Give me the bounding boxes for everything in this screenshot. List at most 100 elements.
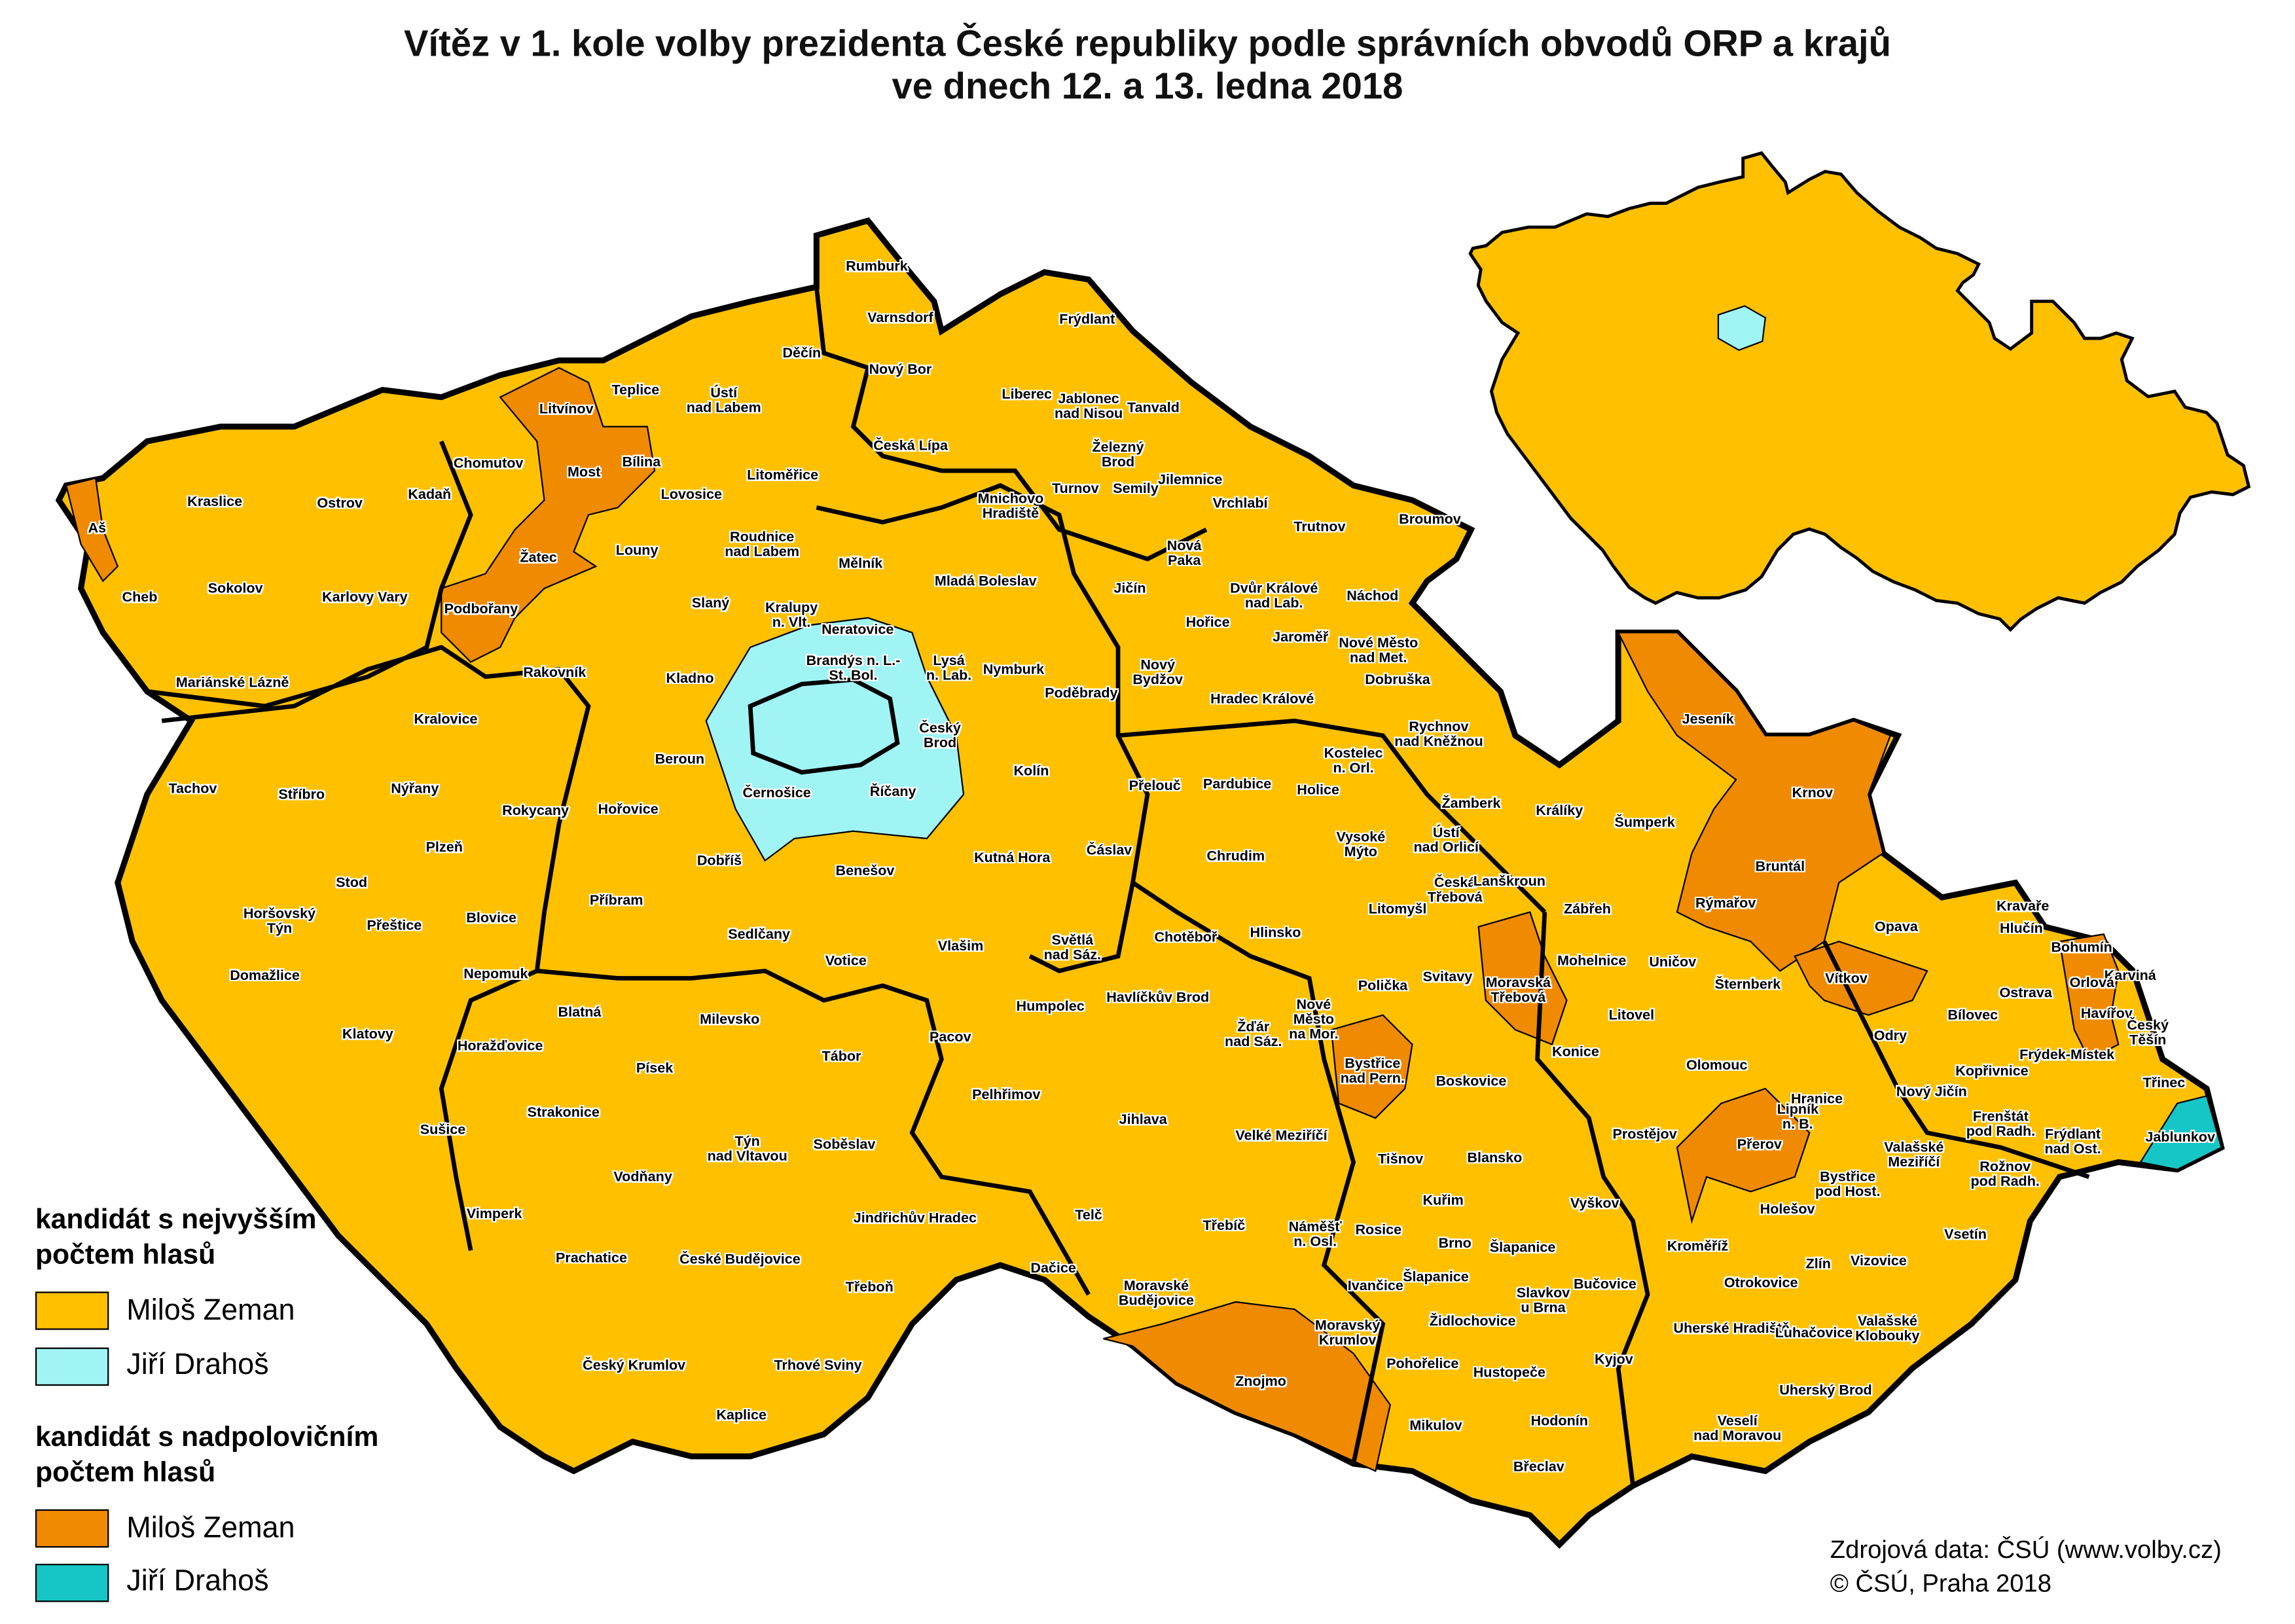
district-label: Vsetín xyxy=(1944,1227,1987,1244)
district-label: Louny xyxy=(615,543,659,560)
district-label: Stod xyxy=(336,875,368,892)
district-label: Uherské Hradiště xyxy=(1673,1321,1790,1337)
district-label: Nýřany xyxy=(391,781,439,798)
district-label: Bohumín xyxy=(2051,940,2112,956)
inset-map xyxy=(1470,153,2249,630)
legend-swatch-zeman-majority xyxy=(35,1509,109,1548)
district-label: Česká Třebová xyxy=(1427,875,1483,907)
district-label: Kladno xyxy=(666,670,714,687)
district-label: Karlovy Vary xyxy=(322,590,408,606)
district-label: Vizovice xyxy=(1850,1253,1907,1270)
district-label: Horšovský Týn xyxy=(243,906,316,937)
district-label: Votice xyxy=(825,953,867,970)
district-label: Vysoké Mýto xyxy=(1336,829,1386,861)
district-label: Hradec Králové xyxy=(1210,691,1314,708)
district-label: Horažďovice xyxy=(457,1038,543,1055)
district-label: Žďár nad Sáz. xyxy=(1225,1019,1282,1051)
district-label: Prostějov xyxy=(1612,1127,1677,1144)
district-label: Podbořany xyxy=(444,602,518,618)
district-label: Vrchlabí xyxy=(1212,496,1268,513)
district-label: Sokolov xyxy=(208,581,263,598)
district-label: Bystřice nad Pern. xyxy=(1340,1056,1405,1087)
district-label: Vimperk xyxy=(466,1206,522,1223)
district-label: Klatovy xyxy=(342,1026,393,1043)
legend-label-drahos-majority: Jiří Drahoš xyxy=(126,1565,269,1598)
district-label: Sedlčany xyxy=(728,926,791,943)
district-label: Ivančice xyxy=(1347,1278,1403,1295)
district-label: Hodonín xyxy=(1530,1413,1588,1430)
district-label: Jindřichův Hradec xyxy=(853,1210,977,1227)
district-label: Česká Lípa xyxy=(873,438,949,455)
district-label: Dobříš xyxy=(696,853,742,870)
district-label: Kutná Hora xyxy=(974,850,1051,867)
district-label: Vítkov xyxy=(1825,971,1868,988)
district-label: Nový Bydžov xyxy=(1132,657,1184,689)
district-most-region-zeman-majority xyxy=(441,367,656,663)
district-label: Hořice xyxy=(1185,615,1230,632)
district-label: Poděbrady xyxy=(1045,685,1118,702)
district-label: Roudnice nad Labem xyxy=(725,530,800,561)
district-label: Litvínov xyxy=(539,401,594,418)
district-label: Pardubice xyxy=(1202,776,1272,793)
district-label: Mikulov xyxy=(1409,1418,1462,1435)
district-label: Rumburk xyxy=(846,259,908,276)
district-label: Teplice xyxy=(611,382,660,399)
district-label: Lipník n. B. xyxy=(1777,1102,1819,1133)
district-label: Veselí nad Moravou xyxy=(1693,1413,1782,1445)
district-label: Přerov xyxy=(1737,1137,1782,1153)
district-label: Černošice xyxy=(742,785,811,802)
district-label: Tanvald xyxy=(1127,400,1180,417)
district-label: Třeboň xyxy=(845,1280,894,1296)
district-label: Znojmo xyxy=(1235,1374,1286,1390)
district-label: Trhové Sviny xyxy=(774,1358,862,1375)
district-label: Opava xyxy=(1874,919,1918,936)
district-label: Frýdek-Místek xyxy=(2019,1047,2115,1064)
district-label: Otrokovice xyxy=(1724,1275,1798,1292)
district-label: Soběslav xyxy=(813,1137,876,1153)
district-label: Český Těšín xyxy=(2127,1018,2169,1049)
district-label: Brno xyxy=(1438,1235,1472,1252)
district-label: Děčín xyxy=(782,346,822,362)
district-label: Ústí nad Orlicí xyxy=(1413,825,1479,856)
district-label: Jaroměř xyxy=(1273,629,1329,646)
district-karvina-region-zeman-majority xyxy=(2059,933,2120,1060)
district-label: Velké Meziříčí xyxy=(1235,1128,1328,1145)
district-label: Litoměřice xyxy=(747,467,819,484)
district-label: Tachov xyxy=(168,781,217,798)
district-label: Týn nad Vltavou xyxy=(707,1134,787,1165)
district-label: Šumperk xyxy=(1614,815,1675,831)
district-label: Pohořelice xyxy=(1386,1356,1459,1373)
district-label: Příbram xyxy=(589,893,643,909)
district-label: Kostelec n. Orl. xyxy=(1324,746,1383,777)
district-label: Slaný xyxy=(691,596,730,612)
district-label: Kralupy n. Vlt. xyxy=(765,600,818,632)
legend-swatch-drahos-majority xyxy=(35,1563,109,1602)
district-label: Broumov xyxy=(1399,512,1461,528)
district-label: Pacov xyxy=(930,1030,971,1046)
district-label: Říčany xyxy=(869,784,916,801)
district-label: Králíky xyxy=(1536,803,1583,820)
district-label: Hlučín xyxy=(1999,920,2043,937)
district-label: Strakonice xyxy=(527,1104,600,1121)
district-label: Ostrava xyxy=(1999,985,2052,1002)
district-label: Plzeň xyxy=(425,840,463,856)
legend-title-majority: kandidát s nadpolovičním počtem hlasů xyxy=(35,1422,379,1489)
district-label: Třebíč xyxy=(1202,1218,1246,1235)
district-label: Rosice xyxy=(1355,1222,1402,1239)
district-label: Havířov xyxy=(2080,1006,2133,1022)
district-label: Kuřim xyxy=(1422,1193,1464,1210)
district-label: Frýdlant nad Ost. xyxy=(2044,1127,2101,1158)
district-label: Náměšť n. Osl. xyxy=(1288,1219,1342,1251)
district-znojmo-zeman-majority xyxy=(1103,1301,1391,1472)
district-label: Šternberk xyxy=(1714,977,1781,993)
district-label: Chomutov xyxy=(453,456,524,473)
district-jablunkov-drahos-majority xyxy=(2139,1094,2222,1170)
district-label: České Budějovice xyxy=(679,1252,801,1269)
district-label: Frýdlant xyxy=(1059,312,1115,329)
district-label: Varnsdorf xyxy=(867,310,933,327)
district-label: Kaplice xyxy=(716,1407,767,1424)
district-label: Lovosice xyxy=(660,486,723,503)
district-label: Přelouč xyxy=(1129,778,1181,795)
district-label: Rychnov nad Kněžnou xyxy=(1394,719,1483,751)
